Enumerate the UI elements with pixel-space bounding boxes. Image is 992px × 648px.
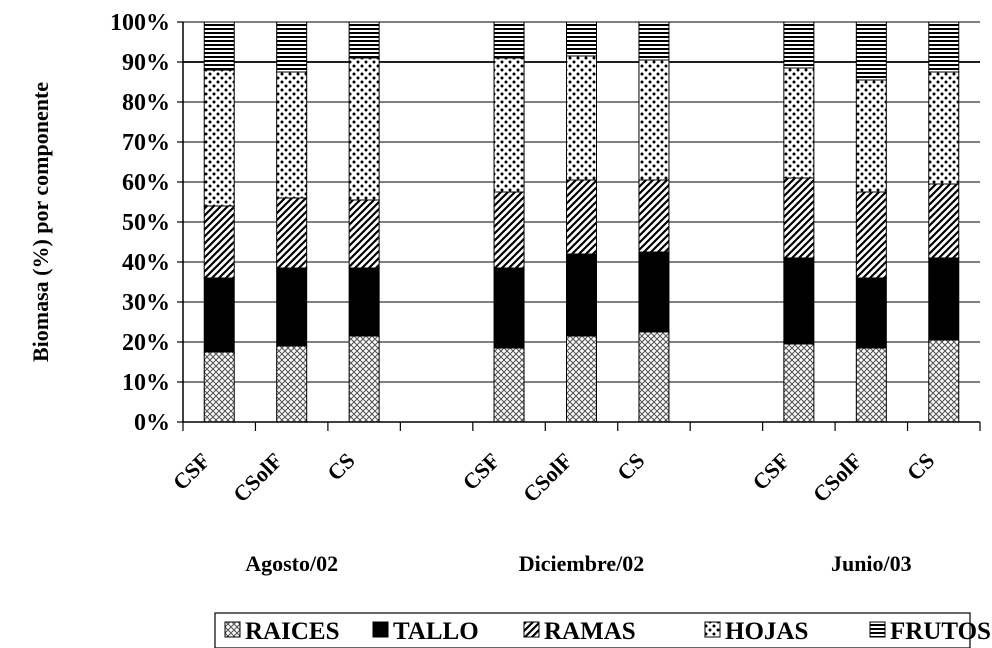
- bar-segment-ramas: [855, 191, 887, 279]
- bar-segment-hojas: [348, 57, 380, 201]
- bar-segment-tallo: [638, 251, 670, 333]
- bar-segment-frutos: [276, 21, 308, 73]
- bar-segment-tallo: [783, 257, 815, 345]
- y-tick-label: 70%: [122, 130, 170, 156]
- bar-segment-tallo: [928, 257, 960, 341]
- bar-segment-tallo: [276, 267, 308, 347]
- bar-segment-raices: [203, 351, 235, 423]
- bar-stack: [203, 21, 235, 423]
- legend-swatch-tallo: [372, 621, 389, 638]
- y-tick-label: 100%: [110, 10, 170, 36]
- bar-stack: [638, 21, 670, 423]
- bar-segment-raices: [493, 347, 525, 423]
- x-group-label: Agosto/02: [245, 551, 338, 576]
- bar-stack: [493, 21, 525, 423]
- bar-segment-raices: [566, 335, 597, 423]
- legend: RAICES TALLO RAMAS HOJAS FRUTOS: [214, 612, 991, 648]
- bar-segment-tallo: [566, 253, 597, 337]
- legend-label: FRUTOS: [890, 618, 991, 645]
- bar-segment-ramas: [783, 177, 815, 259]
- bar-segment-ramas: [493, 191, 525, 269]
- bar-segment-hojas: [855, 79, 887, 193]
- bar-segment-hojas: [566, 55, 597, 181]
- bar-segment-ramas: [276, 197, 308, 269]
- legend-label: RAMAS: [544, 618, 636, 645]
- bar-segment-frutos: [638, 21, 670, 61]
- bar-segment-tallo: [855, 277, 887, 349]
- bar-segment-frutos: [493, 21, 525, 59]
- legend-swatch-frutos: [869, 621, 886, 638]
- bar-segment-hojas: [203, 69, 235, 207]
- bars: [203, 21, 960, 423]
- x-category-label: CS: [902, 448, 940, 486]
- x-category-label: CSolF: [518, 448, 577, 507]
- y-tick-label: 0%: [134, 410, 170, 436]
- bar-segment-hojas: [638, 59, 670, 181]
- bar-segment-tallo: [493, 267, 525, 349]
- bar-stack: [855, 21, 887, 423]
- bar-segment-ramas: [566, 179, 597, 255]
- bar-segment-frutos: [928, 21, 960, 73]
- bar-segment-raices: [928, 339, 960, 423]
- bar-segment-frutos: [348, 21, 380, 59]
- legend-label: HOJAS: [725, 618, 808, 645]
- y-tick-label: 90%: [122, 50, 170, 76]
- bar-segment-hojas: [928, 71, 960, 185]
- bar-segment-raices: [276, 345, 308, 423]
- x-category-label: CS: [322, 448, 360, 486]
- bar-stack: [928, 21, 960, 423]
- bar-stack: [783, 21, 815, 423]
- y-tick-label: 20%: [122, 330, 170, 356]
- x-category-label: CSolF: [808, 448, 867, 507]
- bar-segment-ramas: [928, 183, 960, 259]
- bar-segment-frutos: [566, 21, 597, 57]
- y-axis-ticks: 0% 10% 20% 30% 40% 50% 60% 70% 80% 90% 100%: [110, 10, 183, 436]
- x-group-label: Diciembre/02: [519, 551, 644, 576]
- bar-segment-raices: [783, 343, 815, 423]
- bar-segment-ramas: [348, 199, 380, 269]
- bar-segment-hojas: [276, 71, 308, 199]
- y-tick-label: 80%: [122, 90, 170, 116]
- bar-stack: [276, 21, 308, 423]
- legend-label: RAICES: [245, 618, 339, 645]
- bar-segment-frutos: [203, 21, 235, 71]
- bar-stack: [566, 21, 597, 423]
- y-axis-title: Biomasa (%) por componente: [28, 82, 53, 362]
- x-group-labels: Agosto/02 Diciembre/02 Junio/03: [245, 551, 911, 576]
- y-tick-label: 30%: [122, 290, 170, 316]
- bar-segment-hojas: [783, 67, 815, 179]
- bar-stack: [348, 21, 380, 423]
- y-tick-label: 40%: [122, 250, 170, 276]
- legend-swatch-raices: [224, 621, 241, 638]
- legend-box: [214, 612, 971, 648]
- x-category-label: CSF: [458, 448, 505, 495]
- legend-label: TALLO: [393, 618, 479, 645]
- x-group-label: Junio/03: [831, 551, 912, 576]
- x-category-labels: CSF CSolF CS CSF CSolF CS CSF CSolF CS: [168, 448, 940, 507]
- bar-segment-tallo: [348, 267, 380, 337]
- x-category-label: CS: [612, 448, 650, 486]
- bar-segment-raices: [638, 331, 670, 423]
- bar-segment-ramas: [203, 205, 235, 279]
- y-tick-label: 10%: [122, 370, 170, 396]
- bar-segment-frutos: [783, 21, 815, 69]
- legend-swatch-ramas: [523, 621, 540, 638]
- bar-segment-raices: [348, 335, 380, 423]
- x-category-label: CSolF: [228, 448, 287, 507]
- bar-segment-tallo: [203, 277, 235, 353]
- y-tick-label: 60%: [122, 170, 170, 196]
- bar-segment-ramas: [638, 179, 670, 253]
- axes: [182, 22, 981, 431]
- x-category-label: CSF: [168, 448, 215, 495]
- y-tick-label: 50%: [122, 210, 170, 236]
- bar-segment-raices: [855, 347, 887, 423]
- legend-swatch-hojas: [704, 621, 721, 638]
- bar-segment-hojas: [493, 57, 525, 193]
- x-category-label: CSF: [747, 448, 794, 495]
- bar-segment-frutos: [855, 21, 887, 81]
